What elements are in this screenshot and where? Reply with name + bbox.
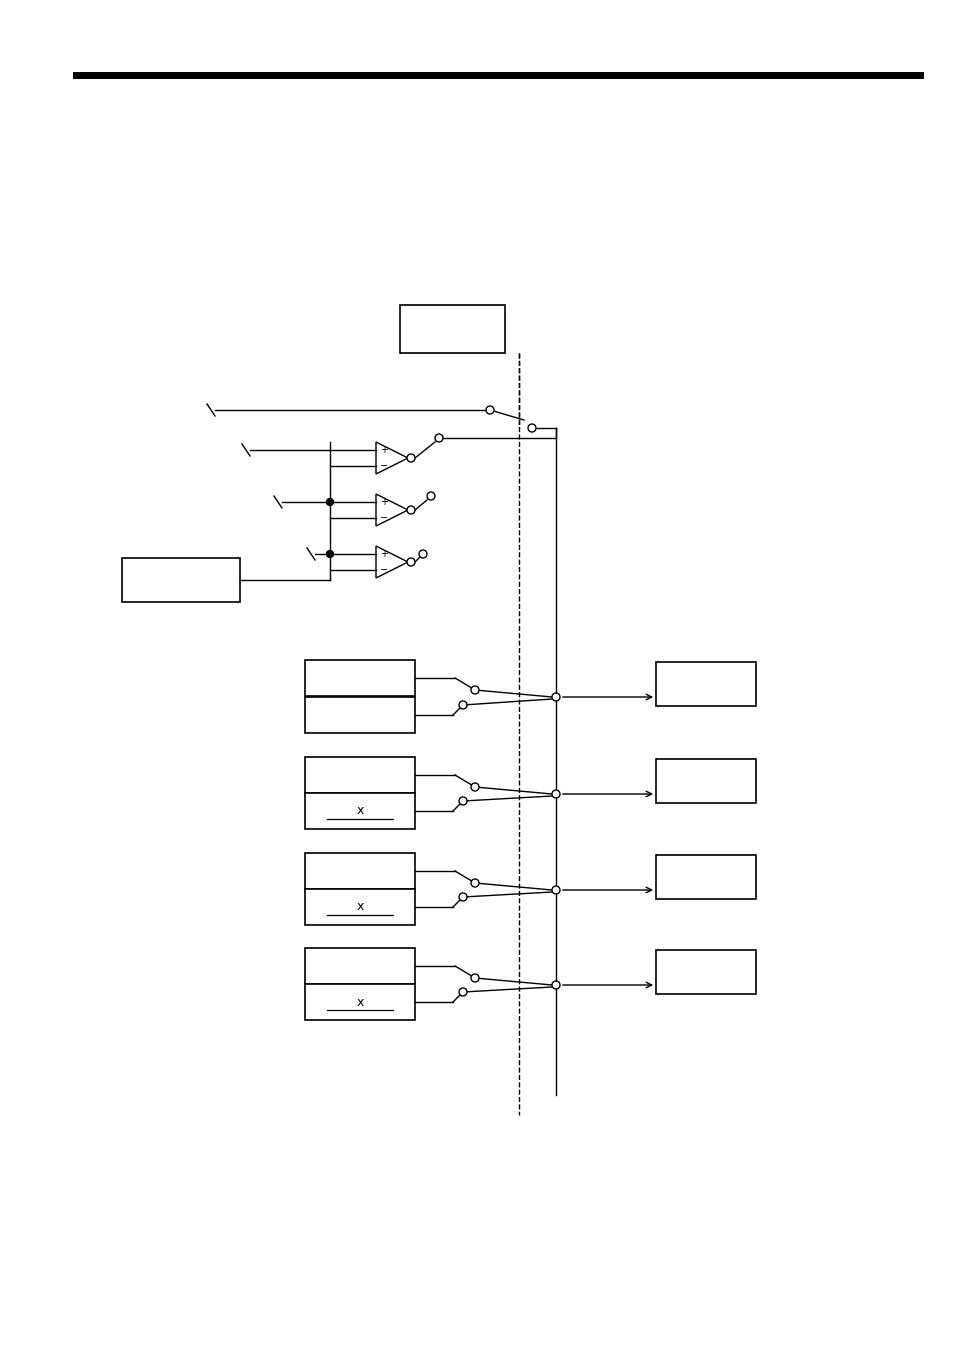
Text: −: −	[379, 565, 388, 576]
Circle shape	[552, 886, 559, 894]
Bar	[305, 948, 415, 984]
Circle shape	[427, 492, 435, 500]
Circle shape	[485, 407, 494, 413]
Text: x: x	[355, 901, 363, 913]
Text: −: −	[379, 461, 388, 471]
Circle shape	[458, 988, 467, 996]
Circle shape	[458, 797, 467, 805]
Text: x: x	[355, 804, 363, 817]
Circle shape	[552, 693, 559, 701]
Bar	[305, 984, 415, 1020]
Text: −: −	[379, 513, 388, 523]
Circle shape	[471, 974, 478, 982]
Circle shape	[552, 981, 559, 989]
Circle shape	[407, 454, 415, 462]
Circle shape	[326, 499, 334, 505]
Text: +: +	[379, 444, 388, 455]
Circle shape	[435, 434, 442, 442]
Bar	[305, 852, 415, 889]
Bar	[656, 759, 755, 802]
Circle shape	[407, 507, 415, 513]
Circle shape	[458, 893, 467, 901]
Circle shape	[527, 424, 536, 432]
Text: x: x	[355, 996, 363, 1008]
Circle shape	[471, 784, 478, 790]
Circle shape	[471, 686, 478, 694]
Bar	[656, 855, 755, 898]
Circle shape	[407, 558, 415, 566]
Bar	[399, 305, 504, 353]
Text: +: +	[379, 549, 388, 559]
Bar	[122, 558, 240, 603]
Bar	[656, 950, 755, 994]
Bar	[656, 662, 755, 707]
Circle shape	[326, 550, 334, 558]
Circle shape	[552, 790, 559, 798]
Text: +: +	[379, 497, 388, 507]
Bar	[305, 661, 415, 696]
Bar	[305, 793, 415, 830]
Circle shape	[458, 701, 467, 709]
Bar	[305, 889, 415, 925]
Circle shape	[471, 880, 478, 888]
Circle shape	[418, 550, 427, 558]
Bar	[305, 697, 415, 734]
Bar	[305, 757, 415, 793]
